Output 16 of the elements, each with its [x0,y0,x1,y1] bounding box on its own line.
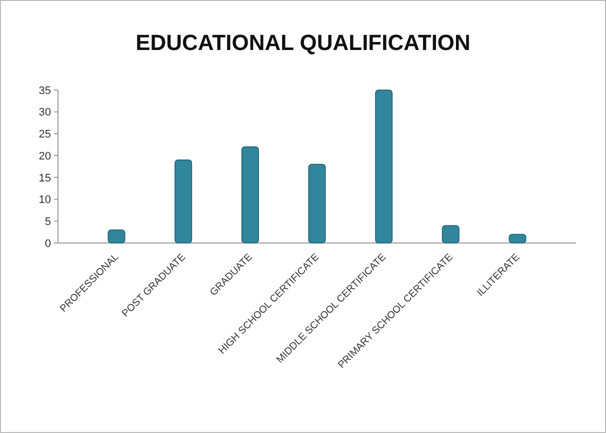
y-tick-label: 10 [38,194,51,206]
bar [108,229,126,244]
bar [375,90,393,244]
y-tick-label: 5 [44,216,51,228]
bar [241,146,259,244]
bar [308,164,326,244]
y-tick-label: 15 [38,172,51,184]
y-tick-label: 20 [38,150,51,162]
y-tick-label: 0 [44,238,51,250]
bar [508,234,526,244]
y-tick-label: 30 [38,106,51,119]
y-tick-label: 35 [38,84,51,97]
bar [174,160,192,244]
chart-title: EDUCATIONAL QUALIFICATION [136,30,470,55]
bar [442,225,460,244]
y-tick-label: 25 [38,128,51,141]
